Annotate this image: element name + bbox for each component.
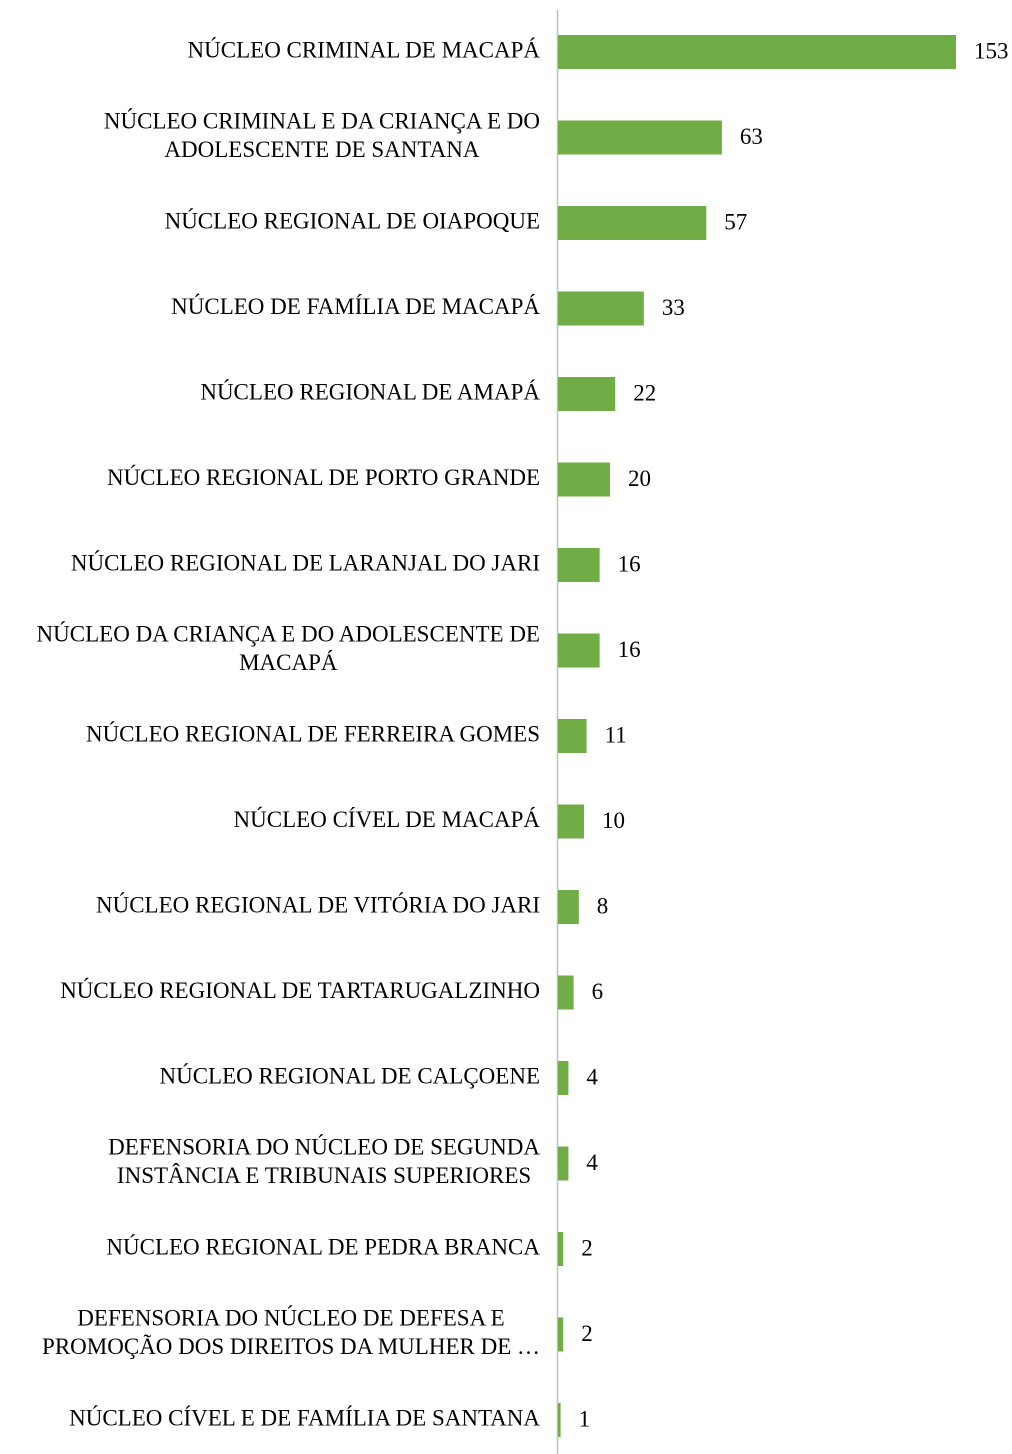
value-label: 11 [605,722,627,747]
category-label: NÚCLEO DE FAMÍLIA DE MACAPÁ [171,293,540,319]
category-label: NÚCLEO DA CRIANÇA E DO ADOLESCENTE DE [37,621,540,647]
bar [558,975,574,1010]
value-label: 4 [586,1064,598,1089]
value-label: 16 [618,551,641,576]
value-label: 2 [581,1321,593,1346]
category-label: DEFENSORIA DO NÚCLEO DE SEGUNDA [108,1134,540,1160]
bar [558,462,611,497]
category-label: NÚCLEO REGIONAL DE AMAPÁ [200,378,540,404]
category-label: MACAPÁ [239,650,338,675]
bar [558,120,722,155]
category-label: DEFENSORIA DO NÚCLEO DE DEFESA E [77,1305,504,1331]
category-label: NÚCLEO REGIONAL DE PEDRA BRANCA [106,1233,540,1259]
value-label: 1 [579,1406,591,1431]
category-label: PROMOÇÃO DOS DIREITOS DA MULHER DE … [42,1334,540,1359]
category-label: NÚCLEO CRIMINAL E DA CRIANÇA E DO [104,108,540,134]
category-label: NÚCLEO REGIONAL DE FERREIRA GOMES [86,720,540,746]
category-label: NÚCLEO CRIMINAL DE MACAPÁ [188,36,541,62]
category-label: NÚCLEO REGIONAL DE CALÇOENE [159,1062,540,1088]
category-label: ADOLESCENTE DE SANTANA [164,137,479,162]
value-label: 8 [597,893,609,918]
bar [558,719,587,753]
category-label: NÚCLEO REGIONAL DE VITÓRIA DO JARI [96,891,540,917]
bar [558,1146,569,1181]
bar [558,548,600,582]
bar [558,291,644,326]
category-label: INSTÂNCIA E TRIBUNAIS SUPERIORES [117,1163,531,1188]
value-label: 4 [586,1150,598,1175]
bar [558,1232,564,1266]
bar [558,633,600,668]
category-label: NÚCLEO REGIONAL DE OIAPOQUE [165,207,540,233]
bar [558,377,616,411]
bar [558,890,579,924]
value-label: 63 [740,124,763,149]
value-label: 2 [581,1235,593,1260]
value-label: 20 [628,466,651,491]
bar [558,1061,569,1095]
category-label: NÚCLEO CÍVEL E DE FAMÍLIA DE SANTANA [69,1404,540,1430]
category-label: NÚCLEO REGIONAL DE PORTO GRANDE [107,464,540,490]
value-label: 16 [618,637,641,662]
category-label: NÚCLEO CÍVEL DE MACAPÁ [234,806,541,832]
category-label: NÚCLEO REGIONAL DE TARTARUGALZINHO [60,977,540,1003]
value-label: 22 [633,380,656,405]
bar [558,206,707,240]
bar [558,804,585,839]
value-label: 10 [602,808,625,833]
value-label: 33 [662,295,685,320]
value-label: 153 [974,38,1009,63]
bar [558,1317,564,1352]
bar [558,35,956,69]
category-label: NÚCLEO REGIONAL DE LARANJAL DO JARI [71,549,540,575]
value-label: 57 [724,209,747,234]
value-label: 6 [592,979,604,1004]
bar [558,1403,561,1437]
